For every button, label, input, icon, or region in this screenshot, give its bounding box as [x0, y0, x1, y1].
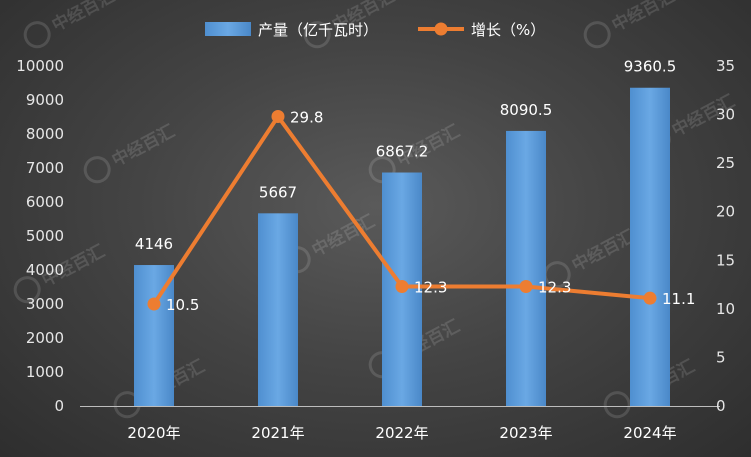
line-point [643, 291, 657, 305]
line-data-label: 12.3 [414, 279, 447, 297]
watermark-logo-icon [23, 21, 51, 49]
watermark-logo-icon [603, 391, 631, 419]
watermark-text: 中经百汇 [568, 225, 638, 275]
legend-bar-swatch [205, 22, 251, 36]
watermark-logo-icon [543, 261, 571, 289]
line-point [147, 297, 161, 311]
y-right-tick-label: 20 [716, 203, 735, 221]
y-left-tick-label: 10000 [16, 57, 64, 75]
y-right-tick-label: 35 [716, 57, 735, 75]
legend-line-label: 增长（%） [471, 21, 545, 39]
y-left-tick-label: 8000 [26, 125, 64, 143]
watermark: 中经百汇 [83, 120, 178, 184]
line-data-label: 29.8 [290, 109, 323, 127]
line-point [395, 280, 409, 294]
y-left-tick-label: 7000 [26, 159, 64, 177]
bar [134, 265, 174, 406]
y-right-tick-label: 30 [716, 106, 735, 124]
watermark-logo-icon [13, 276, 41, 304]
watermark-logo-icon [83, 156, 111, 184]
line-data-label: 12.3 [538, 279, 571, 297]
watermark-logo-icon [303, 21, 331, 49]
watermark: 中经百汇 [23, 0, 118, 49]
y-left-tick-label: 6000 [26, 193, 64, 211]
y-left-tick-label: 0 [54, 397, 64, 415]
y-left-tick-label: 1000 [26, 363, 64, 381]
watermark-text: 中经百汇 [108, 120, 178, 170]
y-right-tick-label: 5 [716, 348, 726, 366]
watermark-text: 中经百汇 [308, 210, 378, 260]
legend: 产量（亿千瓦时） 增长（%） [205, 21, 545, 39]
axes: 0100020003000400050006000700080009000100… [16, 57, 735, 442]
y-right-tick-label: 0 [716, 397, 726, 415]
y-left-tick-label: 9000 [26, 91, 64, 109]
x-category-label: 2021年 [251, 424, 304, 442]
x-category-label: 2024年 [623, 424, 676, 442]
bar-data-label: 8090.5 [500, 101, 553, 119]
x-category-label: 2023年 [499, 424, 552, 442]
x-category-label: 2022年 [375, 424, 428, 442]
watermark: 中经百汇 [583, 0, 678, 49]
y-left-tick-label: 5000 [26, 227, 64, 245]
y-left-tick-label: 4000 [26, 261, 64, 279]
line-series: 10.5 29.8 12.3 12.3 11.1 [147, 109, 695, 314]
legend-line-marker [434, 22, 448, 36]
watermark-text: 中经百汇 [48, 0, 118, 36]
bar-data-label: 4146 [135, 235, 173, 253]
x-category-label: 2020年 [127, 424, 180, 442]
line-data-label: 11.1 [662, 290, 695, 308]
watermark-text: 中经百汇 [608, 0, 678, 36]
bar [258, 213, 298, 406]
legend-bar-label: 产量（亿千瓦时） [258, 21, 378, 39]
line-data-label: 10.5 [166, 296, 199, 314]
line-point [271, 110, 285, 124]
y-right-tick-label: 15 [716, 251, 735, 269]
y-right-tick-label: 10 [716, 300, 735, 318]
bar-data-label: 6867.2 [376, 143, 429, 161]
watermark-logo-icon [583, 21, 611, 49]
y-left-tick-label: 2000 [26, 329, 64, 347]
bar-data-label: 5667 [259, 183, 297, 201]
bar [506, 130, 546, 406]
bar [630, 87, 670, 407]
y-right-tick-label: 25 [716, 154, 735, 172]
line-point [519, 280, 533, 294]
y-left-tick-label: 3000 [26, 295, 64, 313]
bar-series: 4146 5667 6867.2 8090.5 9360.5 [134, 58, 677, 407]
bar-data-label: 9360.5 [624, 58, 677, 76]
